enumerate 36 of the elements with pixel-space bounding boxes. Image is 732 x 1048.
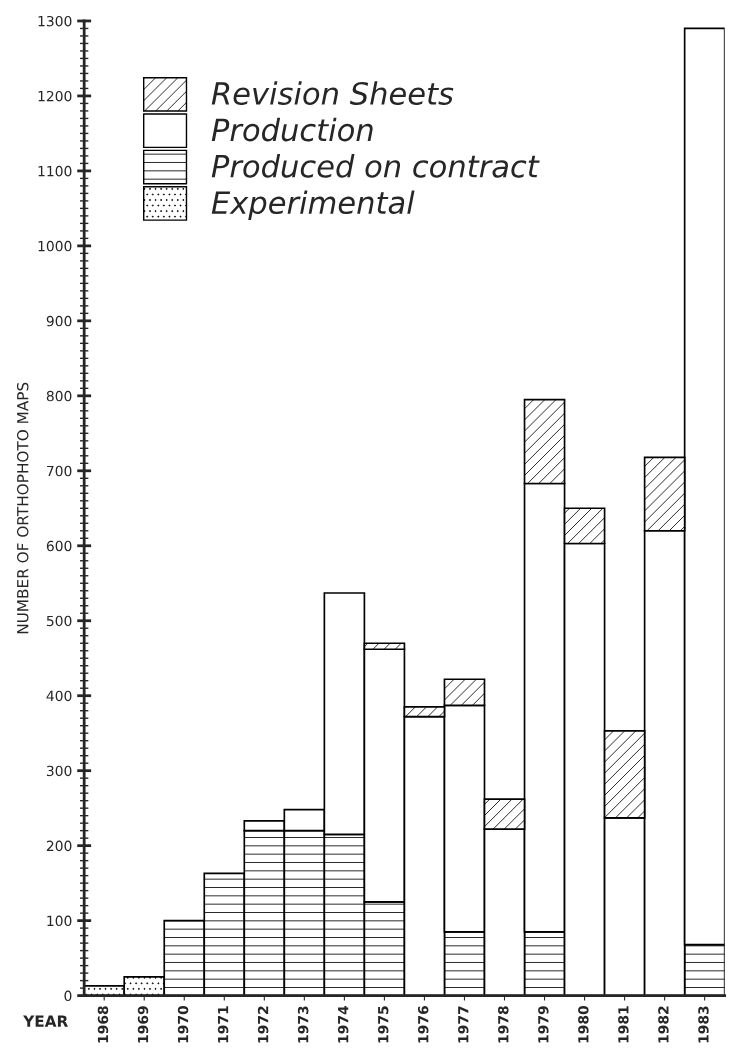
x-tick-label: 1976: [417, 1006, 429, 1043]
x-tick-label: 1968: [97, 1006, 109, 1043]
x-tick-label: 1982: [658, 1006, 669, 1043]
y-tick-label: 500: [46, 615, 72, 627]
x-tick-label: 1972: [257, 1006, 269, 1043]
x-tick-label: 1978: [498, 1006, 509, 1043]
x-tick-label: 1975: [377, 1006, 389, 1043]
y-tick-label: 600: [46, 540, 72, 552]
x-tick-label: 1971: [217, 1006, 229, 1043]
y-tick-label: 200: [46, 840, 72, 852]
x-tick-label: 1981: [618, 1006, 629, 1043]
y-tick-label: 400: [46, 690, 72, 702]
y-tick-label: 100: [47, 915, 72, 927]
x-tick-label: 1974: [337, 1005, 349, 1043]
y-tick-label: 700: [47, 465, 72, 477]
y-tick-label: 1200: [38, 90, 72, 102]
y-axis-title: NUMBER OF ORTHOPHOTO MAPS: [16, 382, 29, 634]
x-tick-label: 1970: [177, 1005, 189, 1043]
x-tick-label: 1969: [137, 1006, 149, 1043]
legend-label: Experimental: [211, 190, 415, 221]
y-tick-label: 1000: [38, 240, 72, 252]
x-tick-label: 1983: [698, 1006, 709, 1043]
x-tick-label: 1980: [578, 1005, 589, 1043]
x-axis-title: YEAR: [23, 1015, 68, 1027]
legend-label: Produced on contract: [211, 154, 540, 178]
legend-label: Revision Sheets: [211, 81, 454, 106]
y-tick-label: 0: [64, 990, 72, 1002]
x-tick-label: 1973: [297, 1006, 309, 1043]
x-tick-label: 1979: [538, 1006, 549, 1043]
y-tick-label: 800: [46, 390, 72, 402]
y-tick-label: 1300: [38, 15, 72, 27]
legend-label: Production: [211, 117, 373, 142]
y-tick-label: 300: [46, 765, 72, 777]
y-tick-label: 1100: [38, 165, 72, 177]
y-tick-label: 900: [46, 315, 72, 327]
x-tick-label: 1977: [458, 1006, 469, 1043]
